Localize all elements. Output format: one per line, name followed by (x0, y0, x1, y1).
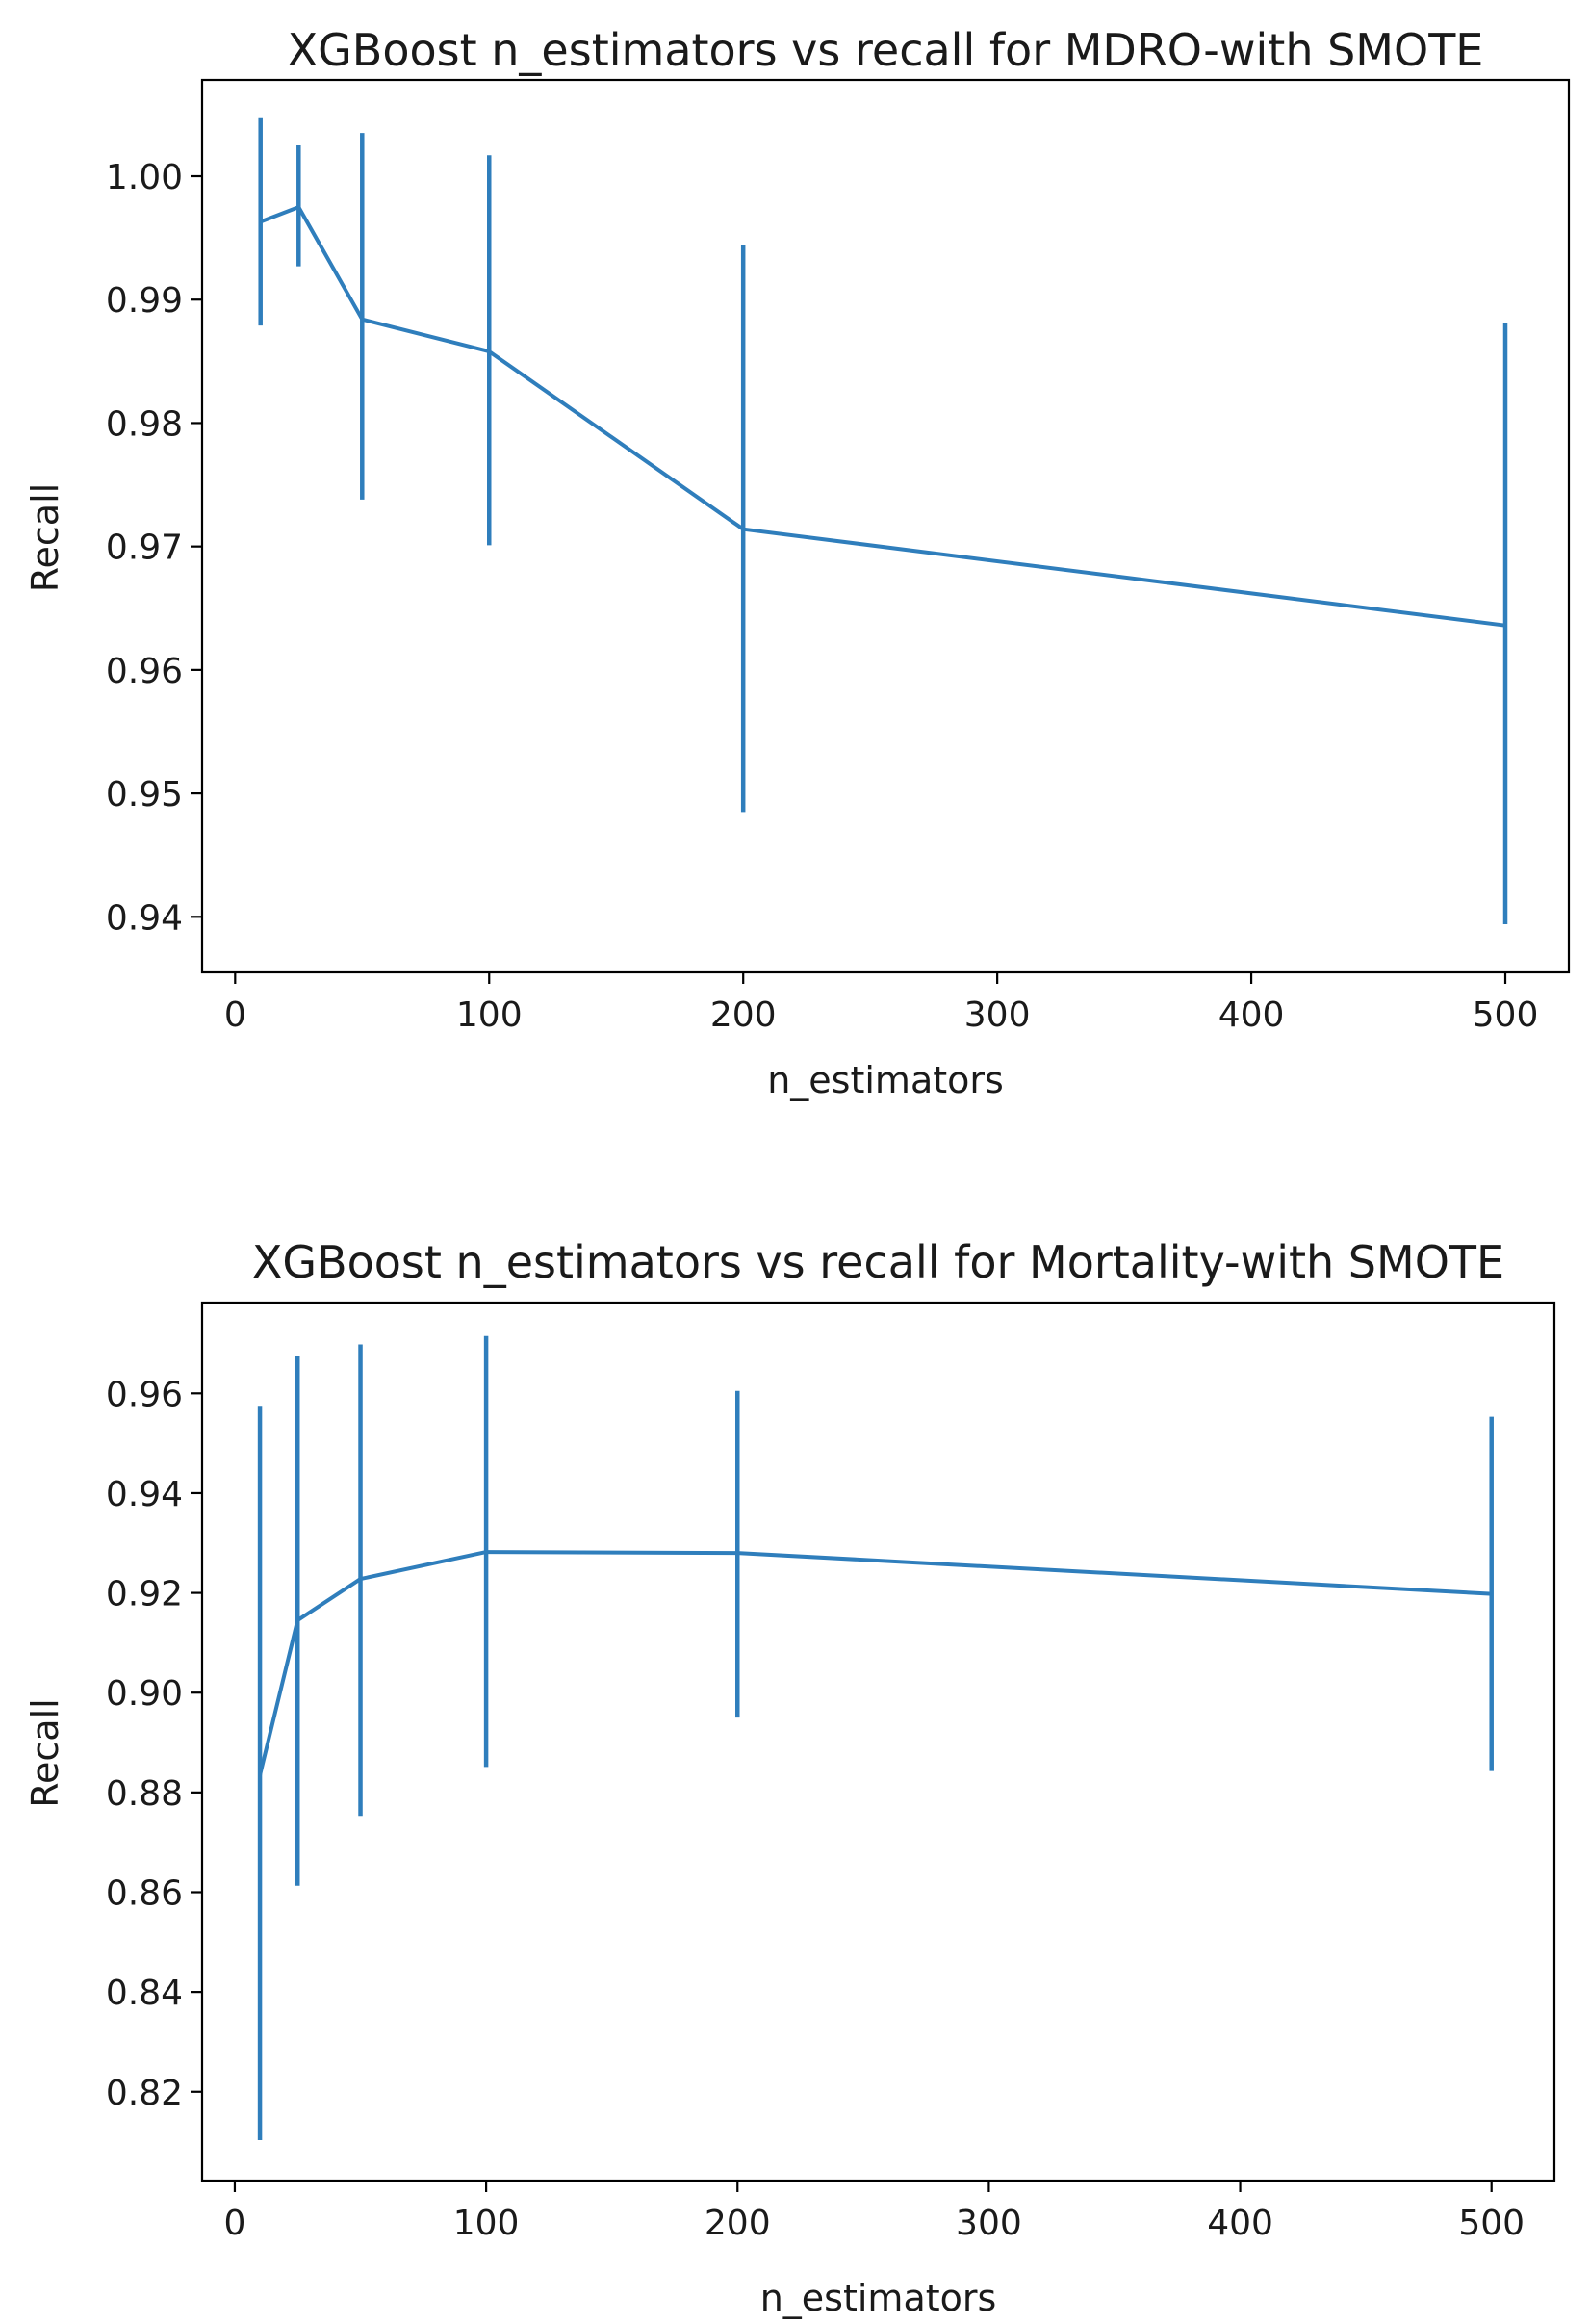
chart-1-x-axis-label: n_estimators (767, 1059, 1004, 1101)
chart-1-x-tick-label-300: 300 (964, 995, 1031, 1035)
chart-2: XGBoost n_estimators vs recall for Morta… (24, 1236, 1556, 2319)
chart-2-x-tick-label-100: 100 (453, 2204, 520, 2243)
chart-1-y-tick-label-2: 0.96 (106, 652, 183, 691)
chart-2-y-tick-label-3: 0.88 (106, 1774, 183, 1814)
chart-1-title: XGBoost n_estimators vs recall for MDRO-… (288, 24, 1484, 76)
chart-1-x-tick-label-100: 100 (456, 995, 523, 1035)
chart-2-plot-frame (200, 1301, 1556, 2182)
chart-1-x-tick-label-0: 0 (224, 995, 246, 1035)
chart-1-x-tick-label-500: 500 (1473, 995, 1539, 1035)
chart-1-y-tick-label-0: 0.94 (106, 898, 183, 938)
chart-1-y-tick-label-3: 0.97 (106, 529, 183, 568)
chart-2-series-line (258, 1550, 1492, 1776)
chart-1-y-tick-label-6: 1.00 (106, 158, 183, 197)
chart-1-plot-frame (200, 78, 1571, 974)
chart-1-y-axis-label: Recall (24, 483, 66, 592)
chart-1-y-tick-label-5: 0.99 (106, 281, 183, 321)
chart-2-title: XGBoost n_estimators vs recall for Morta… (252, 1236, 1504, 1288)
chart-2-x-tick-label-200: 200 (705, 2204, 771, 2243)
chart-2-y-tick-label-6: 0.94 (106, 1475, 183, 1514)
chart-2-y-axis-label: Recall (24, 1698, 66, 1807)
chart-2-x-tick-label-500: 500 (1458, 2204, 1525, 2243)
chart-1-x-tick-label-400: 400 (1218, 995, 1285, 1035)
chart-1-series-line (259, 205, 1506, 628)
chart-2-x-tick-label-400: 400 (1207, 2204, 1273, 2243)
chart-2-y-tick-label-5: 0.92 (106, 1575, 183, 1614)
chart-1: XGBoost n_estimators vs recall for MDRO-… (24, 24, 1571, 1101)
chart-1-y-tick-label-1: 0.95 (106, 775, 183, 814)
chart-2-y-tick-label-4: 0.90 (106, 1674, 183, 1714)
chart-2-y-tick-label-2: 0.86 (106, 1873, 183, 1913)
chart-2-y-tick-label-0: 0.82 (106, 2074, 183, 2113)
chart-2-x-axis-label: n_estimators (760, 2277, 997, 2319)
chart-2-y-tick-label-1: 0.84 (106, 1974, 183, 2013)
chart-1-y-tick-label-4: 0.98 (106, 404, 183, 444)
chart-2-x-tick-label-0: 0 (223, 2204, 245, 2243)
chart-2-x-tick-label-300: 300 (956, 2204, 1022, 2243)
chart-1-x-tick-label-200: 200 (710, 995, 777, 1035)
chart-2-y-tick-label-7: 0.96 (106, 1375, 183, 1414)
